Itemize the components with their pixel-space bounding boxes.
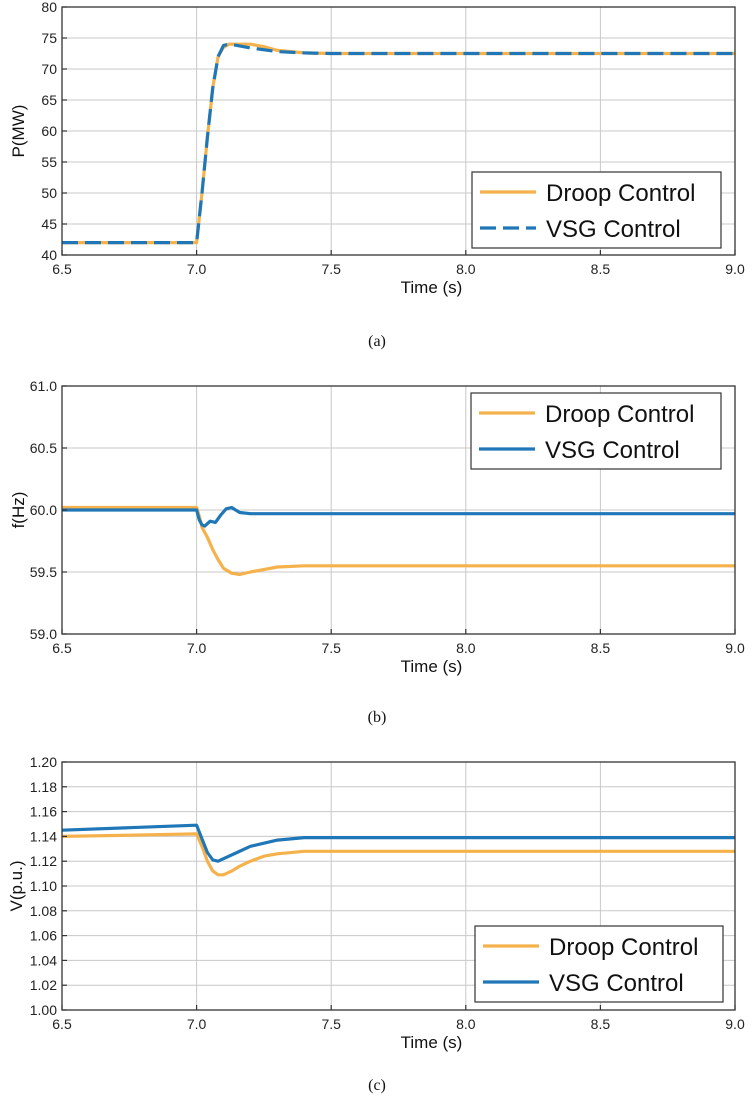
x-tick-label: 8.0 (456, 261, 476, 277)
y-tick-label: 59.0 (30, 626, 57, 642)
y-tick-label: 60.5 (30, 440, 57, 456)
y-tick-label: 1.20 (30, 754, 57, 770)
x-tick-label: 7.0 (187, 1016, 207, 1032)
y-tick-label: 1.06 (30, 928, 57, 944)
legend: Droop Control VSG Control (470, 392, 722, 470)
x-tick-label: 6.5 (52, 640, 72, 656)
y-tick-label: 59.5 (30, 564, 57, 580)
y-axis-label: V(p.u.) (7, 860, 26, 911)
figure-caption-c: (c) (368, 1077, 386, 1094)
series-line-vsg (62, 42, 735, 245)
chart-panel-a: 6.5 7.0 7.5 8.0 8.5 9.0 40 45 50 55 60 65 70 75 80 Time… (9, 0, 745, 297)
legend-label-droop: Droop Control (545, 401, 694, 428)
y-axis-label: P(MW) (9, 105, 28, 158)
legend-label-vsg: VSG Control (545, 437, 680, 464)
legend-box (470, 392, 722, 470)
y-tick-label: 65 (41, 92, 57, 108)
figure-caption-b: (b) (368, 709, 387, 726)
figure-caption-a: (a) (368, 333, 386, 350)
y-tick-label: 70 (41, 61, 57, 77)
chart-panel-c: 6.5 7.0 7.5 8.0 8.5 9.0 1.00 1.02 1.04 1.06 1.08 1.… (7, 754, 745, 1052)
y-tick-label: 1.02 (30, 977, 57, 993)
y-tick-label: 45 (41, 216, 57, 232)
x-tick-label: 7.0 (187, 640, 207, 656)
x-tick-label: 9.0 (725, 1016, 745, 1032)
legend: Droop Control VSG Control (471, 171, 722, 249)
series-line-droop (61, 832, 735, 877)
y-tick-label: 1.18 (30, 779, 57, 795)
x-axis-label: Time (s) (401, 278, 463, 297)
x-tick-label: 9.0 (725, 640, 745, 656)
x-tick-label: 7.0 (187, 261, 207, 277)
series-line-vsg (62, 505, 735, 528)
x-tick-label: 6.5 (52, 261, 72, 277)
y-tick-label: 80 (41, 0, 57, 15)
y-tick-label: 1.08 (30, 903, 57, 919)
x-tick-label: 9.0 (725, 261, 745, 277)
y-tick-label: 1.00 (30, 1002, 57, 1018)
legend-label-vsg: VSG Control (546, 216, 681, 243)
y-tick-label: 1.14 (30, 828, 57, 844)
y-tick-label: 1.04 (30, 952, 57, 968)
x-tick-label: 6.5 (52, 1016, 72, 1032)
y-tick-label: 50 (41, 185, 57, 201)
x-tick-label: 8.5 (591, 640, 611, 656)
legend-box (471, 171, 722, 249)
legend-label-droop: Droop Control (546, 180, 695, 207)
x-tick-label: 8.5 (591, 261, 611, 277)
legend-label-droop: Droop Control (549, 934, 698, 961)
y-tick-label: 40 (41, 247, 57, 263)
y-tick-label: 55 (41, 154, 57, 170)
y-tick-label: 60.0 (30, 502, 57, 518)
x-tick-label: 7.5 (321, 640, 341, 656)
y-axis-label: f(Hz) (9, 492, 28, 529)
chart-panel-b: 6.5 7.0 7.5 8.0 8.5 9.0 59.0 59.5 60.0 60.5 61.0 Ti… (9, 378, 745, 676)
y-tick-label: 60 (41, 123, 57, 139)
y-tick-label: 75 (41, 30, 57, 46)
legend: Droop Control VSG Control (474, 925, 724, 1003)
x-tick-label: 8.0 (456, 640, 476, 656)
series-line-vsg (61, 823, 735, 863)
y-tick-label: 1.10 (30, 878, 57, 894)
x-tick-label: 8.0 (456, 1016, 476, 1032)
x-axis-label: Time (s) (401, 1033, 463, 1052)
x-axis-label: Time (s) (401, 657, 463, 676)
y-tick-label: 61.0 (30, 378, 57, 394)
y-tick-label: 1.12 (30, 853, 57, 869)
x-tick-label: 8.5 (591, 1016, 611, 1032)
x-tick-label: 7.5 (321, 261, 341, 277)
legend-box (474, 925, 724, 1003)
y-tick-label: 1.16 (30, 804, 57, 820)
series-line-droop (62, 505, 735, 577)
x-tick-label: 7.5 (321, 1016, 341, 1032)
legend-label-vsg: VSG Control (549, 970, 684, 997)
